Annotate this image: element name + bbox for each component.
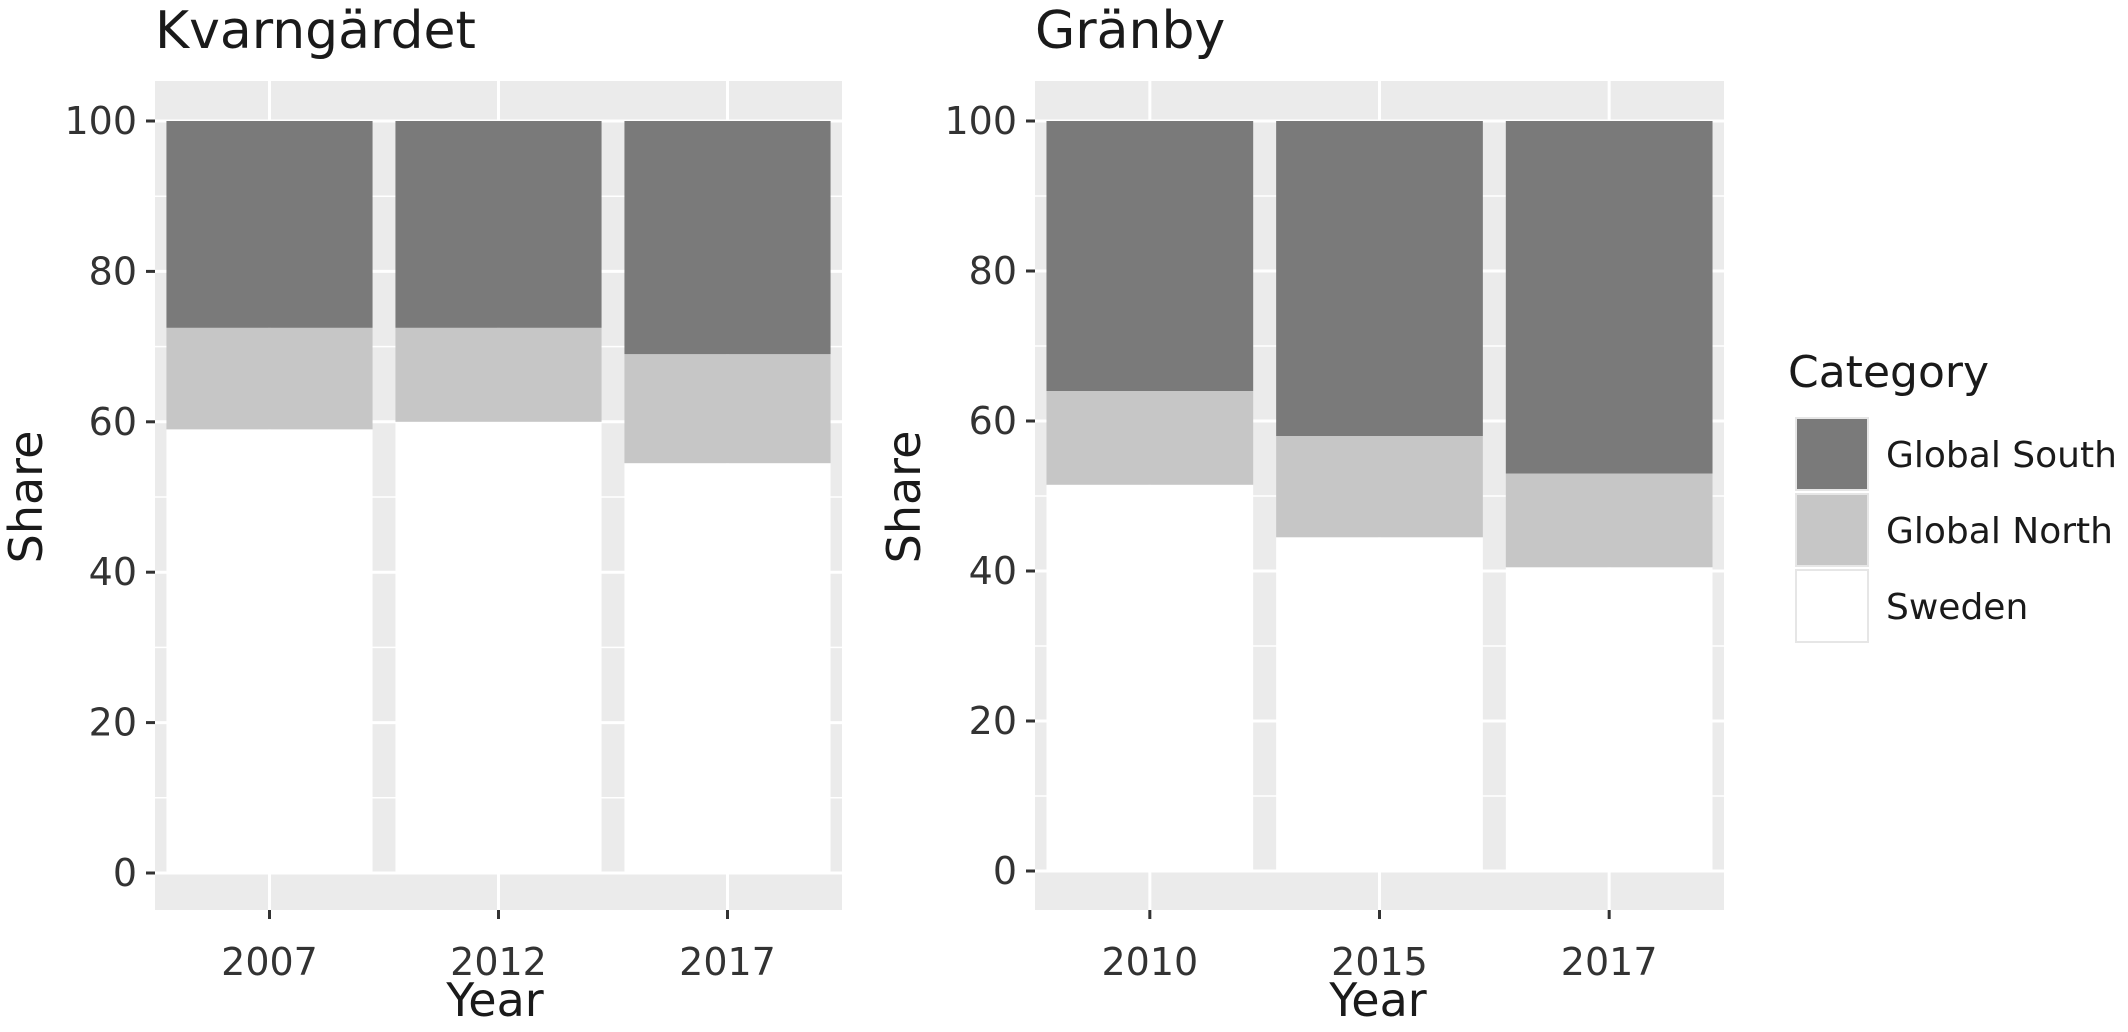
x-tick-label: 2017 bbox=[679, 940, 776, 984]
legend: Category Global South Global North Sweden bbox=[1788, 347, 2117, 643]
legend-label-sweden: Sweden bbox=[1886, 587, 2028, 628]
y-tick-label: 0 bbox=[993, 849, 1017, 893]
bar-sweden-2010 bbox=[1046, 484, 1254, 871]
y-tick-label: 60 bbox=[89, 400, 137, 444]
bar-global-north-2007 bbox=[166, 327, 373, 430]
bar-global-north-2017 bbox=[1505, 473, 1713, 568]
x-tick-label: 2017 bbox=[1561, 940, 1658, 984]
panel-title-granby: Gränby bbox=[1035, 1, 1225, 61]
y-tick-label: 20 bbox=[969, 699, 1017, 743]
panel-kvarngardet: Kvarngärdet 0 20 40 60 80 100 2007 2012 2017 Yea… bbox=[0, 1, 842, 1027]
panel-title-kvarngardet: Kvarngärdet bbox=[155, 1, 476, 61]
panel-granby: Gränby 0 20 40 60 80 100 2010 2015 2017 Year Sha… bbox=[877, 1, 1724, 1027]
bar-global-north-2010 bbox=[1046, 391, 1254, 485]
legend-key-global-north bbox=[1795, 493, 1869, 567]
y-tick-label: 100 bbox=[64, 99, 137, 143]
bar-global-south-2012 bbox=[395, 121, 602, 328]
legend-label-global-south: Global South bbox=[1886, 435, 2117, 476]
legend-key-sweden bbox=[1795, 569, 1869, 643]
y-tick-label: 100 bbox=[944, 99, 1017, 143]
legend-items: Global South Global North Sweden bbox=[1795, 417, 2117, 643]
bar-sweden-2017 bbox=[624, 463, 831, 873]
x-tick-label: 2007 bbox=[221, 940, 318, 984]
bar-sweden-2012 bbox=[395, 421, 602, 873]
bar-global-north-2012 bbox=[395, 327, 602, 422]
y-tick-label: 80 bbox=[89, 249, 137, 293]
bar-global-south-2017 bbox=[1505, 121, 1713, 474]
x-tick-label: 2012 bbox=[450, 940, 547, 984]
y-tick-label: 40 bbox=[969, 549, 1017, 593]
y-axis-title-kvarngardet: Share bbox=[0, 431, 53, 564]
x-tick-label: 2015 bbox=[1331, 940, 1428, 984]
bar-global-south-2010 bbox=[1046, 121, 1254, 391]
x-axis-title-kvarngardet: Year bbox=[445, 973, 543, 1027]
y-tick-label: 20 bbox=[89, 701, 137, 745]
plot-area-granby: 0 20 40 60 80 100 2010 2015 2017 bbox=[944, 81, 1724, 984]
y-tick-label: 60 bbox=[969, 399, 1017, 443]
bar-global-north-2017 bbox=[624, 354, 831, 464]
y-axis-title-granby: Share bbox=[877, 431, 931, 564]
plot-area-kvarngardet: 0 20 40 60 80 100 2007 2012 2017 bbox=[64, 81, 842, 984]
y-tick-label: 0 bbox=[113, 851, 137, 895]
bar-global-south-2015 bbox=[1276, 121, 1483, 436]
legend-label-global-north: Global North bbox=[1886, 511, 2113, 552]
legend-key-global-south bbox=[1795, 417, 1869, 491]
bar-sweden-2007 bbox=[166, 429, 373, 873]
y-tick-label: 40 bbox=[89, 550, 137, 594]
bar-global-south-2017 bbox=[624, 121, 831, 355]
x-tick-label: 2010 bbox=[1101, 940, 1198, 984]
legend-title: Category bbox=[1788, 347, 1989, 398]
bar-sweden-2017 bbox=[1505, 567, 1713, 871]
bar-sweden-2015 bbox=[1276, 537, 1483, 871]
bar-global-south-2007 bbox=[166, 121, 373, 328]
x-axis-title-granby: Year bbox=[1328, 973, 1426, 1027]
y-tick-label: 80 bbox=[969, 249, 1017, 293]
bar-global-north-2015 bbox=[1276, 436, 1483, 538]
